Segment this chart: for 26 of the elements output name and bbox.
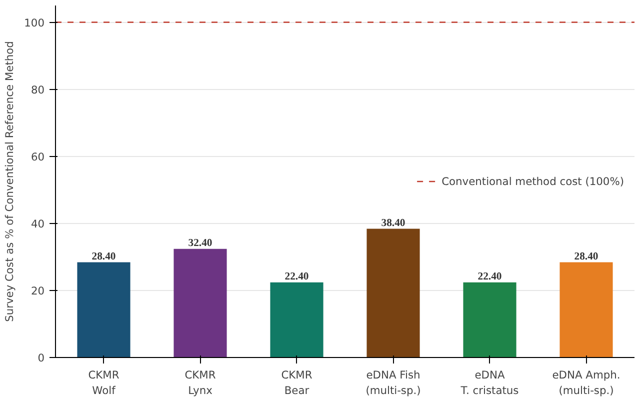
x-tick-label: eDNA Fish (multi-sp.): [366, 368, 421, 398]
bar: [77, 262, 130, 358]
data-label: 32.40: [188, 238, 212, 249]
legend-label: Conventional method cost (100%): [442, 174, 624, 188]
y-axis-title: Survey Cost as % of Conventional Reference Method: [3, 41, 16, 322]
bar: [270, 282, 324, 358]
y-tick-label: 60: [30, 150, 45, 164]
bar: [174, 248, 227, 358]
x-tick-label: eDNA Amph. (multi-sp.): [552, 368, 620, 398]
x-tick-label: CKMR Bear: [281, 368, 313, 398]
y-tick-label: 100: [24, 16, 45, 30]
data-label: 22.40: [478, 271, 502, 282]
bar: [560, 262, 613, 358]
y-tick-label: 0: [38, 352, 45, 364]
y-tick-label: 20: [30, 284, 45, 298]
x-tick-label: CKMR Lynx: [184, 368, 216, 398]
data-label: 28.40: [92, 251, 116, 262]
x-tick-label: eDNA T. cristatus: [460, 368, 520, 398]
y-tick-label: 80: [30, 83, 45, 96]
bar: [366, 228, 420, 358]
data-label: 38.40: [381, 218, 406, 229]
y-tick-label: 40: [30, 217, 45, 230]
data-label: 22.40: [284, 271, 309, 282]
bar: [463, 282, 516, 358]
x-tick-label: CKMR Wolf: [88, 368, 120, 398]
data-label: 28.40: [574, 251, 598, 262]
